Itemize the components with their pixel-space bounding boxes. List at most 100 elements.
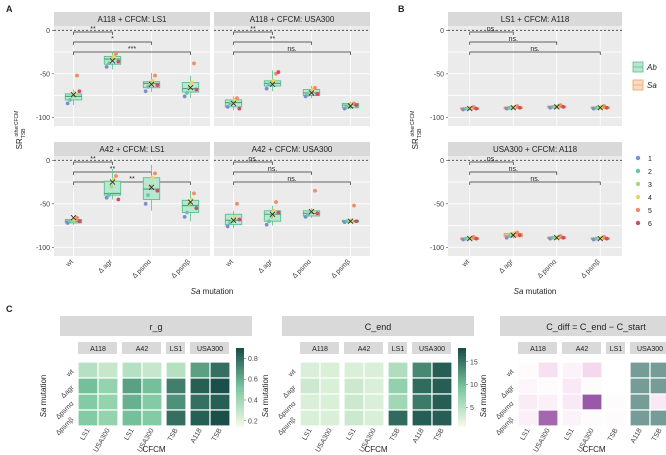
heatmap-cell: [649, 393, 666, 411]
box: [224, 213, 243, 226]
heatmap-cell: [141, 377, 163, 395]
mean-marker: [269, 211, 276, 218]
column-group-label: USA300: [197, 346, 223, 353]
heatmap-cell: [411, 377, 433, 395]
colorbar-step: [458, 420, 466, 424]
heatmap-title: r_g: [149, 322, 162, 332]
mean-marker: [230, 217, 237, 224]
column-group-strip: [78, 342, 117, 354]
x-tick-label: Δ agr: [257, 258, 274, 275]
significance-label: ns.: [268, 166, 277, 173]
heatmap-cell: [411, 409, 433, 427]
colorbar-step: [236, 350, 244, 354]
heatmap-cell: [629, 377, 651, 395]
column-label: TSB: [433, 427, 446, 443]
colorbar-step: [458, 381, 466, 385]
legend-label: Sa: [647, 81, 657, 90]
replicate-point: [68, 98, 72, 102]
heatmap-cell: [431, 393, 453, 411]
heatmap-cell: [629, 409, 651, 427]
y-axis-label: SRTSBotherCFCM: [410, 111, 423, 150]
legend-replicate-dot: [635, 194, 641, 200]
column-label: TSB: [211, 427, 224, 443]
column-label: LS1: [563, 427, 575, 441]
significance-label: **: [90, 156, 96, 163]
heatmap-cell: [319, 361, 341, 379]
y-axis-label: SRTSBotherCFCM: [14, 111, 27, 150]
replicate-point: [153, 171, 157, 176]
colorbar-step: [236, 400, 244, 404]
significance-label: ns.: [509, 166, 518, 173]
replicate-point: [155, 83, 160, 88]
panel-background: [54, 26, 210, 126]
colorbar-step: [458, 353, 466, 357]
significance-label: **: [250, 26, 256, 33]
replicate-point: [143, 201, 148, 206]
heatmap-cell: [343, 361, 365, 379]
box-panel-5: USA300 + CFCM: A118 ns. ns. ns. 0 -50 -100 wt Δ …: [430, 142, 622, 280]
row-label: wt: [65, 368, 76, 379]
heatmap-cell: [77, 377, 99, 395]
mean-marker: [187, 84, 194, 91]
row-label: Δpsmα: [55, 400, 75, 420]
replicate-point: [185, 210, 189, 215]
significance-label: ***: [128, 46, 136, 53]
colorbar-step: [236, 363, 244, 367]
column-group-label: A42: [576, 346, 589, 353]
replicate-point: [474, 106, 479, 111]
panel-background: [214, 156, 370, 256]
mean-marker: [187, 199, 194, 205]
colorbar-tick-label: 0.2: [248, 418, 258, 425]
replicate-point: [354, 103, 359, 108]
significance-bracket: [469, 31, 514, 35]
x-tick-label: wt: [64, 258, 75, 269]
column-label: TSB: [389, 427, 402, 443]
panel-strip: [448, 12, 622, 26]
mean-marker: [510, 104, 517, 111]
heatmap-cell: [561, 377, 583, 395]
colorbar-step: [458, 379, 466, 383]
panel-strip: [54, 142, 210, 156]
replicate-point: [187, 85, 192, 90]
replicate-point: [114, 51, 118, 56]
heatmap-cell: [605, 361, 627, 379]
replicate-point: [155, 188, 160, 193]
heatmap-cell: [121, 361, 143, 379]
heatmap-cell: [649, 377, 666, 395]
heatmap-cell: [319, 409, 341, 427]
replicate-point: [561, 104, 566, 109]
replicate-point: [148, 82, 153, 87]
y-tick-label: -50: [434, 71, 444, 78]
colorbar-step: [458, 418, 466, 422]
heatmap-cell: [209, 361, 231, 379]
heatmap-cell: [299, 409, 321, 427]
replicate-point: [463, 106, 468, 111]
replicate-point: [604, 105, 609, 110]
heatmap-cell: [343, 409, 365, 427]
colorbar-step: [236, 379, 244, 383]
column-group-label: LS1: [170, 346, 183, 353]
heatmap-cell: [561, 409, 583, 427]
heatmap-cell: [561, 393, 583, 411]
replicate-point: [192, 61, 196, 66]
y-axis-label-sup: otherCFCM: [410, 111, 416, 137]
y-axis-label-main: SR: [15, 138, 24, 149]
replicate-point: [146, 84, 150, 89]
colorbar-step: [236, 353, 244, 357]
heatmap-cell: [581, 361, 603, 379]
column-label: TSB: [167, 427, 180, 443]
colorbar-step: [236, 355, 244, 359]
column-group-label: A42: [358, 346, 371, 353]
x-axis-label: Sa mutation: [191, 287, 234, 296]
heatmap-cell: [605, 393, 627, 411]
replicate-point: [225, 224, 230, 229]
significance-bracket: [73, 51, 191, 55]
column-group-strip: [562, 342, 601, 354]
colorbar-step: [236, 348, 244, 352]
legend-replicate-label: 4: [648, 195, 652, 202]
replicate-point: [267, 219, 271, 224]
colorbar-step: [458, 358, 466, 362]
box-panel-0: A118 + CFCM: LS1******0-50-100: [36, 12, 210, 126]
